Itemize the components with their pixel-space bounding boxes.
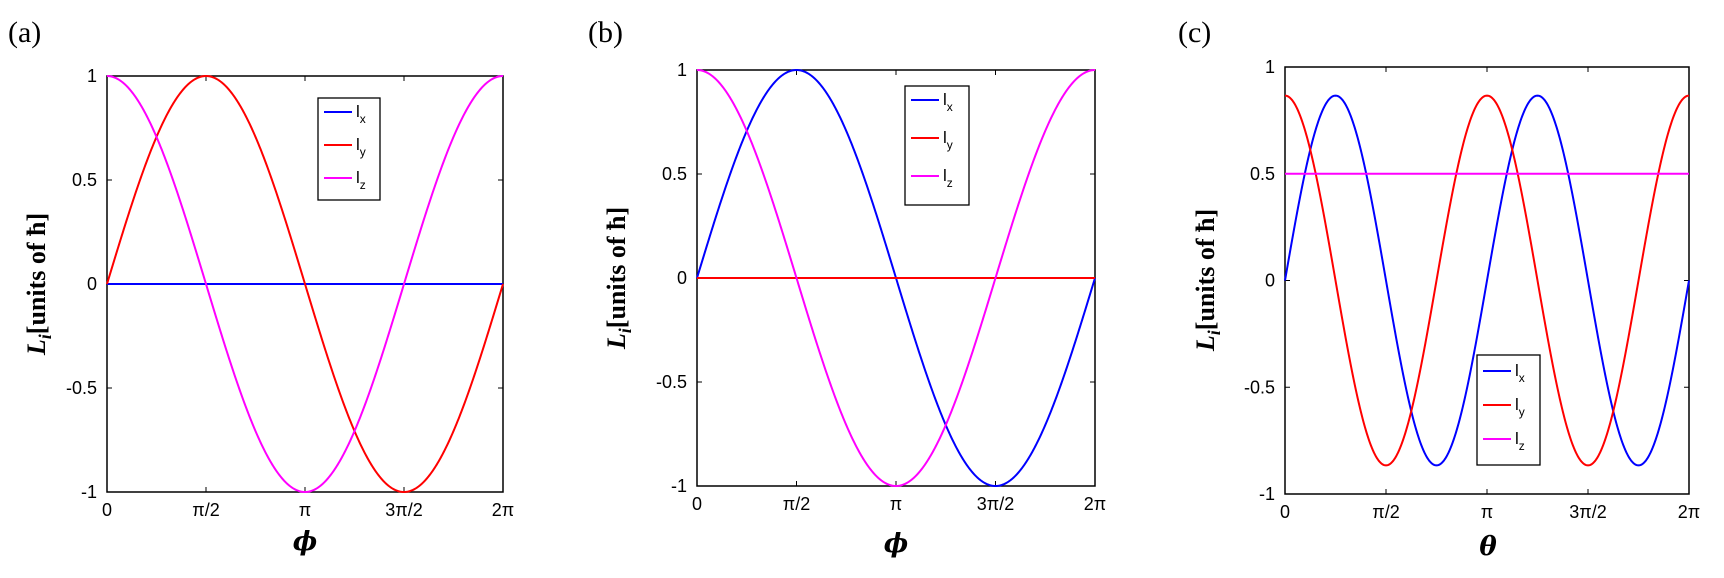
panel-b-curves: [696, 68, 1096, 488]
panel-b-legend: lx ly lz: [904, 85, 970, 206]
panel-a-series-ly-line: [106, 74, 504, 494]
panel-b: (b) 0 π/2 π 3π/2 2π -1 -0.5 0 0.5 1 ϕ Li[units of…: [588, 16, 1106, 559]
panel-a-legend-label-lz: lz: [356, 168, 366, 192]
panel-c-x-tick-label: 0: [1280, 502, 1290, 522]
panel-c-legend-items: lx ly lz: [1483, 361, 1525, 453]
panel-b-x-tick-label: π/2: [783, 494, 810, 514]
panel-a-legend-items: lx ly lz: [324, 102, 366, 192]
panel-b-y-tick-label: 0: [677, 268, 687, 288]
panel-b-legend-label-lx: lx: [943, 90, 953, 114]
panel-c-y-tick-label: -1: [1259, 484, 1275, 504]
panel-c-x-axis-label: θ: [1479, 532, 1497, 562]
panel-c-y-tick-label: 0.5: [1250, 164, 1275, 184]
panel-a-legend-label-lx: lx: [356, 102, 366, 126]
panel-a-legend: lx ly lz: [317, 97, 381, 201]
panel-c-legend-label-lz: lz: [1515, 429, 1525, 453]
panel-c-y-tick-label: 0: [1265, 271, 1275, 291]
panel-c-y-axis-label: Li[units of ħ]: [1191, 209, 1224, 352]
panel-a-label: (a): [8, 16, 41, 49]
panel-a-x-tick-label: 0: [102, 500, 112, 520]
panel-b-legend-box: [904, 85, 970, 206]
panel-a-y-axis-label: Li[units of ħ]: [22, 213, 55, 356]
panel-a-x-tick-label: 2π: [492, 500, 514, 520]
panel-c-x-tick-label: π: [1481, 502, 1493, 522]
panel-a-y-tick-label: -1: [81, 482, 97, 502]
panel-c-legend-label-lx: lx: [1515, 361, 1525, 385]
panel-b-x-tick-label: π: [890, 494, 902, 514]
panel-c-x-tick-label: 3π/2: [1569, 502, 1606, 522]
panel-c-curves: [1284, 94, 1690, 467]
panel-c-y-tick-label: -0.5: [1244, 377, 1275, 397]
panel-c-legend: lx ly lz: [1476, 354, 1541, 466]
panel-a: (a) 0 π/2 π 3π/2 2π -1 -0.5 0 0.5 1 ϕ Li[units of…: [8, 16, 514, 557]
panel-b-x-axis-label: ϕ: [884, 529, 908, 559]
panel-b-x-tick-label: 2π: [1084, 494, 1106, 514]
panel-c-legend-box: [1476, 354, 1541, 466]
panel-b-y-axis-label: Li[units of ħ]: [602, 207, 635, 350]
panel-a-curves: [106, 74, 504, 494]
panel-a-x-tick-label: π/2: [192, 500, 219, 520]
panel-a-y-tick-label: 0.5: [72, 170, 97, 190]
panel-b-x-tick-label: 0: [692, 494, 702, 514]
panel-a-x-tick-label: 3π/2: [385, 500, 422, 520]
panel-a-x-axis-label: ϕ: [293, 527, 317, 557]
panel-c-label: (c): [1178, 16, 1211, 49]
panel-a-x-tick-label: π: [299, 500, 311, 520]
panel-b-label: (b): [588, 16, 623, 49]
panel-c-ticks: 0 π/2 π 3π/2 2π -1 -0.5 0 0.5 1: [1244, 57, 1700, 522]
panel-b-x-tick-label: 3π/2: [977, 494, 1014, 514]
panel-c-x-tick-label: 2π: [1678, 502, 1700, 522]
panel-b-y-tick-label: 0.5: [662, 164, 687, 184]
panel-c-series-ly-line: [1284, 94, 1690, 467]
panel-b-ticks: 0 π/2 π 3π/2 2π -1 -0.5 0 0.5 1: [656, 60, 1106, 514]
panel-b-series-lz-line: [696, 69, 1096, 488]
panel-a-legend-label-ly: ly: [356, 135, 366, 159]
panel-b-legend-items: lx ly lz: [911, 90, 953, 190]
panel-a-y-tick-label: 1: [87, 66, 97, 86]
panel-b-legend-label-lz: lz: [943, 166, 953, 190]
panel-b-legend-label-ly: ly: [943, 128, 953, 152]
panel-c-series-lx-line: [1284, 94, 1690, 467]
panel-a-y-tick-label: -0.5: [66, 378, 97, 398]
panel-c-y-tick-label: 1: [1265, 57, 1275, 77]
panel-a-series-lz-line: [106, 75, 504, 494]
panel-c-legend-label-ly: ly: [1515, 395, 1525, 419]
panel-a-legend-box: [317, 97, 381, 201]
panel-c: (c) 0 π/2 π 3π/2 2π -1 -0.5 0 0.5 1 θ Li[units of…: [1178, 16, 1700, 562]
panel-b-y-tick-label: 1: [677, 60, 687, 80]
panel-b-y-tick-label: -1: [671, 476, 687, 496]
panel-a-ticks: 0 π/2 π 3π/2 2π -1 -0.5 0 0.5 1: [66, 66, 514, 520]
panel-c-x-tick-label: π/2: [1372, 502, 1399, 522]
panel-b-y-tick-label: -0.5: [656, 372, 687, 392]
panel-a-y-tick-label: 0: [87, 274, 97, 294]
